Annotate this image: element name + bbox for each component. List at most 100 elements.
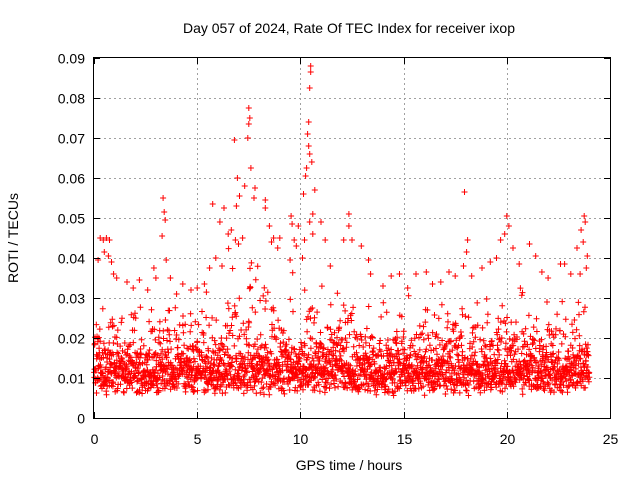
roti-point xyxy=(140,342,147,349)
roti-point xyxy=(192,358,198,365)
roti-point xyxy=(247,284,254,291)
roti-point xyxy=(202,360,209,367)
roti-point xyxy=(166,307,173,314)
roti-point xyxy=(144,357,151,363)
roti-point xyxy=(212,341,219,348)
roti-point xyxy=(287,296,294,303)
roti-point xyxy=(159,356,166,363)
roti-point xyxy=(187,328,194,335)
roti-point xyxy=(171,327,178,334)
roti-point xyxy=(123,385,130,392)
roti-point xyxy=(221,362,228,369)
roti-point xyxy=(270,307,277,314)
roti-point xyxy=(257,344,264,351)
y-tick-label: 0.05 xyxy=(58,211,85,227)
roti-point xyxy=(138,351,145,358)
roti-point xyxy=(195,321,202,328)
roti-point xyxy=(95,334,102,341)
roti-point xyxy=(98,364,104,371)
roti-point xyxy=(172,304,179,311)
roti-point xyxy=(236,295,243,302)
roti-point xyxy=(146,347,153,353)
roti-point xyxy=(244,369,250,376)
roti-point xyxy=(262,341,269,348)
roti-point xyxy=(258,379,265,386)
roti-point xyxy=(199,308,205,315)
roti-point xyxy=(132,310,138,317)
roti-point xyxy=(218,340,224,347)
roti-point xyxy=(176,371,183,378)
roti-point xyxy=(190,388,197,395)
roti-point xyxy=(168,346,175,353)
roti-point xyxy=(311,373,318,380)
roti-point xyxy=(216,347,223,354)
roti-point xyxy=(271,325,278,332)
roti-point xyxy=(218,357,225,364)
roti-point xyxy=(128,379,135,386)
roti-point xyxy=(300,386,306,393)
roti-point xyxy=(322,364,329,371)
roti-point xyxy=(311,319,317,326)
roti-point xyxy=(124,346,131,353)
roti-point xyxy=(307,345,314,352)
roti-point xyxy=(263,344,270,351)
roti-point xyxy=(231,302,238,309)
roti-point xyxy=(104,374,111,381)
roti-point xyxy=(291,346,298,353)
roti-point xyxy=(266,363,273,370)
roti-point xyxy=(100,354,107,361)
roti-point xyxy=(182,321,189,328)
roti-point xyxy=(286,387,293,393)
roti-point xyxy=(301,287,308,294)
roti-point xyxy=(259,385,266,392)
y-tick-label: 0.03 xyxy=(58,291,85,307)
roti-point xyxy=(110,351,117,358)
roti-point xyxy=(207,360,214,367)
roti-point xyxy=(259,375,266,382)
roti-point xyxy=(321,389,328,396)
roti-point xyxy=(97,338,104,345)
roti-point xyxy=(156,354,163,361)
roti-point xyxy=(237,384,244,391)
roti-point xyxy=(311,387,318,394)
roti-point xyxy=(218,381,225,388)
roti-point xyxy=(177,355,184,362)
roti-point xyxy=(246,319,253,326)
roti-point xyxy=(252,309,259,316)
roti-point xyxy=(173,332,180,338)
x-tick-label: 20 xyxy=(500,431,516,447)
roti-point xyxy=(304,354,311,361)
y-axis-label: ROTI / TECUs xyxy=(5,193,21,283)
roti-point xyxy=(307,315,314,322)
x-tick-label: 5 xyxy=(194,431,202,447)
roti-point xyxy=(249,356,256,363)
roti-point xyxy=(186,356,193,363)
roti-point xyxy=(315,361,322,368)
x-tick-label: 15 xyxy=(397,431,413,447)
roti-point xyxy=(151,351,158,358)
roti-point xyxy=(264,289,271,296)
roti-point xyxy=(262,306,269,312)
roti-point xyxy=(283,341,290,348)
roti-point xyxy=(194,387,201,394)
roti-point xyxy=(269,321,275,328)
y-tick-label: 0 xyxy=(77,411,85,427)
roti-point xyxy=(254,263,261,270)
roti-point xyxy=(245,324,252,330)
roti-point xyxy=(246,342,253,349)
roti-point xyxy=(182,388,189,395)
roti-point xyxy=(269,366,276,373)
roti-point xyxy=(311,314,318,321)
roti-point xyxy=(198,375,205,382)
y-tick-label: 0.02 xyxy=(58,331,85,347)
roti-point xyxy=(114,327,121,334)
roti-point xyxy=(264,349,271,356)
roti-point xyxy=(320,352,327,358)
roti-point xyxy=(100,340,107,347)
roti-point xyxy=(281,390,288,397)
roti-point xyxy=(211,337,218,344)
roti-point xyxy=(145,350,152,357)
roti-point xyxy=(192,318,199,325)
roti-point xyxy=(217,356,224,363)
roti-point xyxy=(180,313,186,319)
